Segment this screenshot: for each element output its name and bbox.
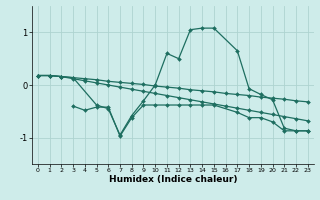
X-axis label: Humidex (Indice chaleur): Humidex (Indice chaleur) [108,175,237,184]
